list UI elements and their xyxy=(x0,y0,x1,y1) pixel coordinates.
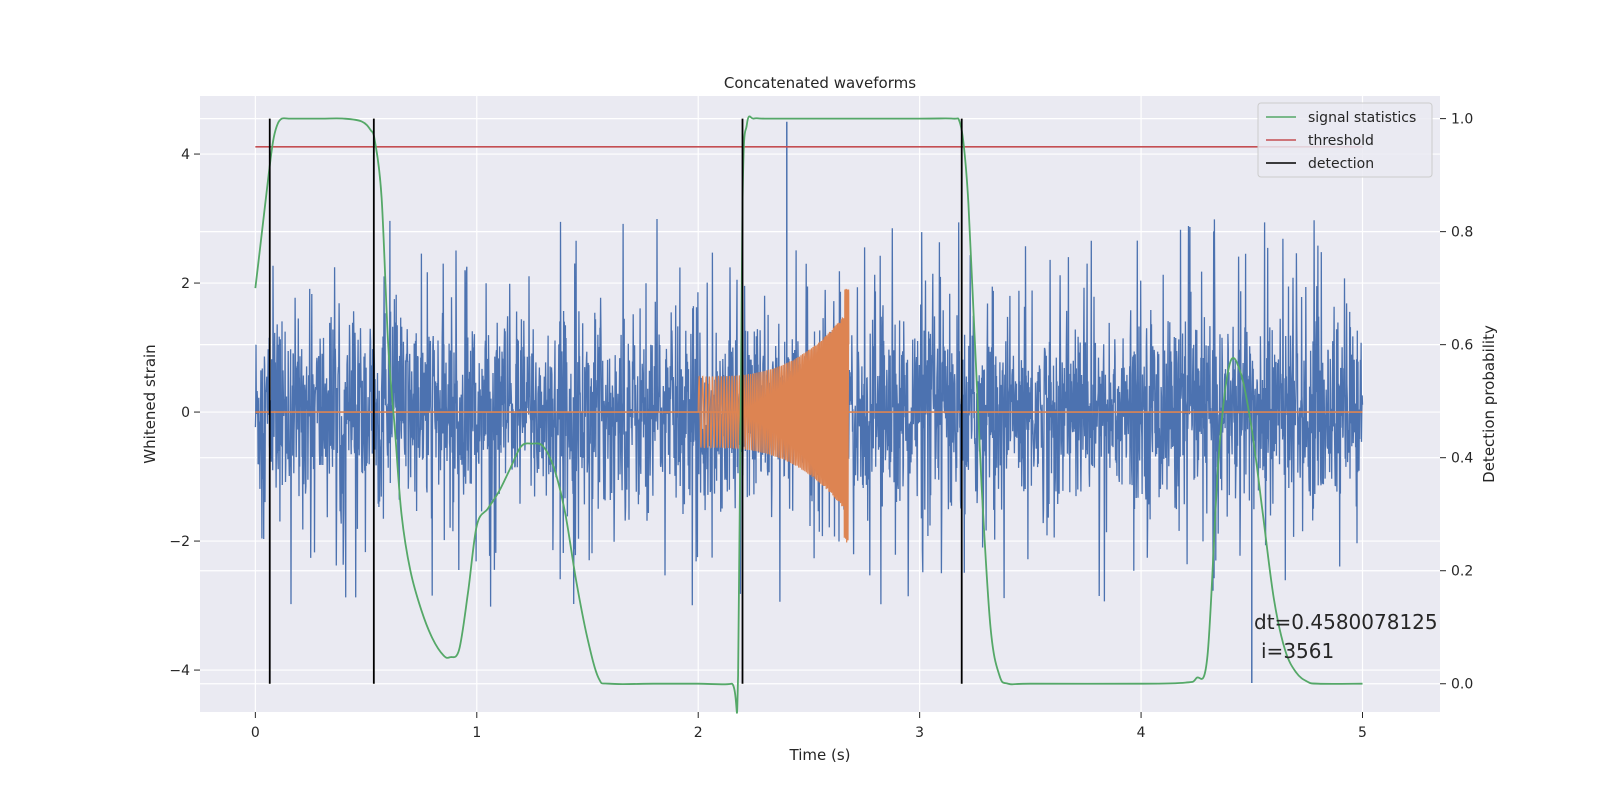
y-axis-label: Whitened strain xyxy=(141,344,159,463)
y2-tick-label: 0.8 xyxy=(1451,225,1473,241)
legend-label-detection: detection xyxy=(1308,156,1374,172)
y2-tick-label: 0.0 xyxy=(1451,677,1473,693)
y2-tick-label: 0.4 xyxy=(1451,451,1473,467)
y-tick-label: 2 xyxy=(181,276,190,292)
x-axis-ticks: 0 1 2 3 4 5 xyxy=(251,712,1367,741)
annotation-dt: dt=0.4580078125 xyxy=(1254,610,1438,634)
injection-chirp xyxy=(697,288,850,543)
x-axis-label: Time (s) xyxy=(789,746,851,764)
y2-axis-label: Detection probability xyxy=(1480,325,1498,483)
detection-lines xyxy=(268,118,963,684)
x-tick-label: 0 xyxy=(251,725,260,741)
x-tick-label: 5 xyxy=(1358,725,1367,741)
signal-statistics-line xyxy=(254,115,1363,714)
y-tick-label: −4 xyxy=(169,663,190,679)
injection-series xyxy=(255,288,1363,543)
legend-label-threshold: threshold xyxy=(1308,133,1374,149)
y2-axis-ticks: 0.0 0.2 0.4 0.6 0.8 1.0 xyxy=(1440,112,1473,693)
legend-label-signal-statistics: signal statistics xyxy=(1308,110,1416,126)
legend-frame xyxy=(1257,102,1433,178)
y2-tick-label: 0.6 xyxy=(1451,338,1473,354)
annotation-i: i=3561 xyxy=(1261,639,1334,663)
legend: signal statistics threshold detection xyxy=(1257,102,1433,178)
x-tick-label: 4 xyxy=(1137,725,1146,741)
y-tick-label: 0 xyxy=(181,405,190,421)
y2-tick-label: 0.2 xyxy=(1451,564,1473,580)
x-tick-label: 1 xyxy=(472,725,481,741)
x-tick-label: 2 xyxy=(694,725,703,741)
y-tick-label: −2 xyxy=(169,534,190,550)
y-axis-ticks: −4 −2 0 2 4 xyxy=(169,147,200,679)
x-tick-label: 3 xyxy=(915,725,924,741)
signal-statistics-series xyxy=(254,115,1363,714)
y2-tick-label: 1.0 xyxy=(1451,112,1473,128)
y-tick-label: 4 xyxy=(181,147,190,163)
chart-title: Concatenated waveforms xyxy=(724,74,916,92)
